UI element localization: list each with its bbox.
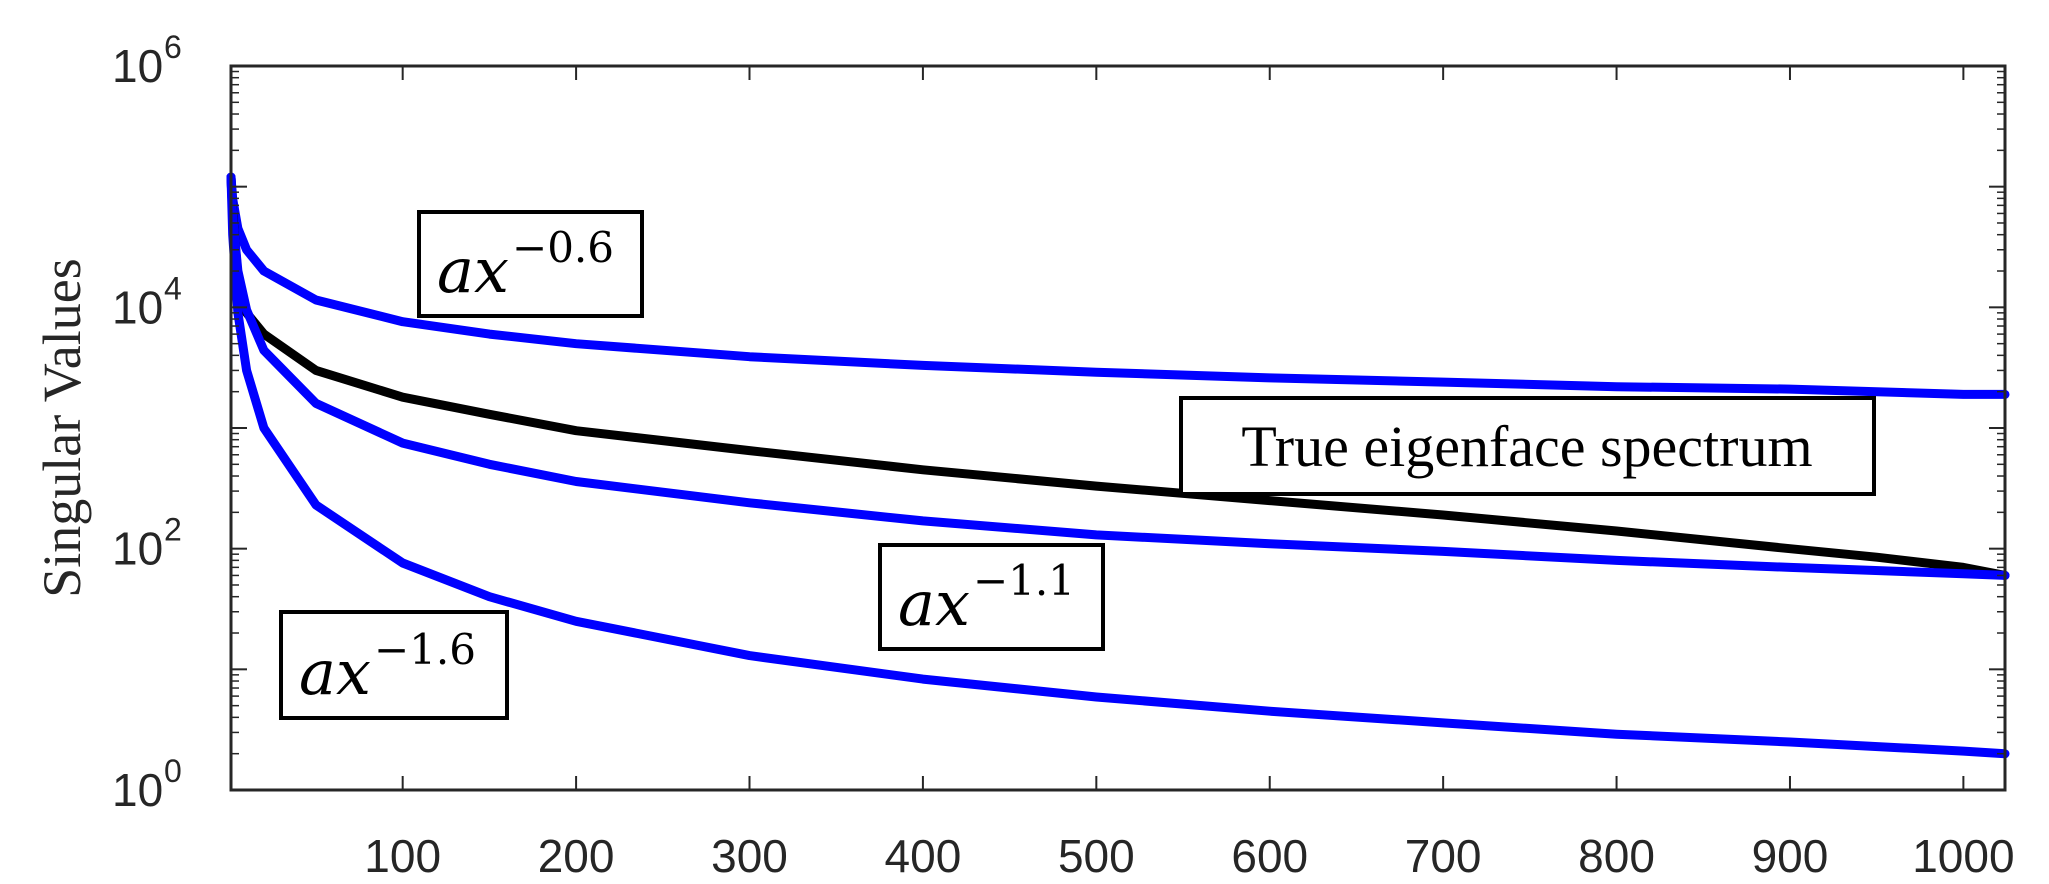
y-tick-label: 10 6 xyxy=(112,29,182,92)
x-tick-label: 700 xyxy=(1405,830,1482,882)
x-tick-label: 400 xyxy=(885,830,962,882)
annotation-base: ax xyxy=(299,636,371,709)
annotation-exponent: −1.1 xyxy=(973,556,1075,605)
y-tick-base: 10 xyxy=(112,40,163,92)
annotation-box xyxy=(279,610,509,720)
annotation-base: ax xyxy=(437,234,509,307)
y-tick-label: 10 4 xyxy=(112,270,182,333)
y-axis-label: Singular Values xyxy=(32,258,92,597)
series-line-4 xyxy=(226,172,2010,759)
annotation-ax-1.1: ax −1.1 xyxy=(878,543,1105,651)
y-tick-exponent: 6 xyxy=(164,29,182,65)
y-tick-base: 10 xyxy=(112,281,163,333)
annotation-true-spectrum: True eigenface spectrum xyxy=(1179,396,1876,496)
x-tick-label: 500 xyxy=(1058,830,1135,882)
annotation-box xyxy=(878,543,1105,651)
x-tick-label: 600 xyxy=(1231,830,1308,882)
y-tick-exponent: 4 xyxy=(164,270,182,306)
annotation-base: ax xyxy=(898,567,970,640)
annotation-box xyxy=(1179,396,1876,496)
x-tick-label: 100 xyxy=(364,830,441,882)
x-tick-label: 900 xyxy=(1752,830,1829,882)
x-tick-label: 300 xyxy=(711,830,788,882)
annotation-ax-1.6: ax −1.6 xyxy=(279,610,509,720)
series-group xyxy=(226,172,2010,759)
y-tick-label: 10 2 xyxy=(112,512,182,575)
annotation-exponent: −0.6 xyxy=(512,223,614,272)
y-tick-base: 10 xyxy=(112,764,163,816)
y-tick-label: 10 0 xyxy=(112,753,182,816)
annotation-text: True eigenface spectrum xyxy=(1241,414,1812,479)
series-line-3 xyxy=(226,172,2010,580)
y-tick-base: 10 xyxy=(112,523,163,575)
x-tick-label: 200 xyxy=(538,830,615,882)
x-tick-label: 800 xyxy=(1578,830,1655,882)
annotation-box xyxy=(417,210,644,318)
y-tick-exponent: 2 xyxy=(164,512,182,548)
annotation-exponent: −1.6 xyxy=(374,625,476,674)
axis-ticks xyxy=(231,65,2005,791)
x-axis-tick-labels: 100 200 300 400 500 600 700 800 900 1000 xyxy=(364,830,2014,882)
y-tick-exponent: 0 xyxy=(164,753,182,789)
series-line-1 xyxy=(226,172,2010,399)
annotation-ax-0.6: ax −0.6 xyxy=(417,210,644,318)
x-tick-label: 1000 xyxy=(1912,830,2014,882)
